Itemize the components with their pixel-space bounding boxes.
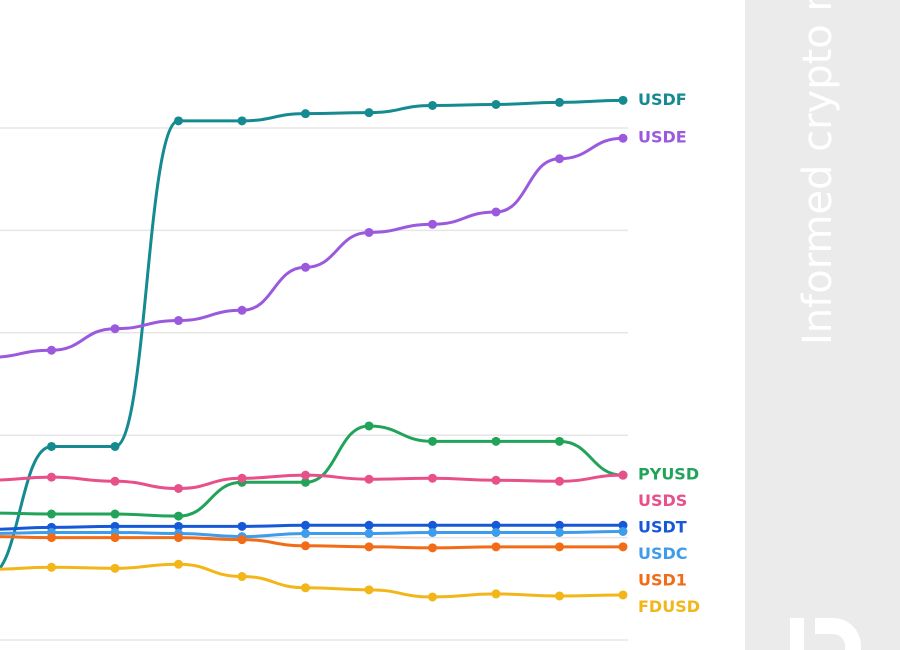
point: [364, 529, 374, 539]
point: [428, 473, 437, 483]
point: [47, 345, 56, 355]
point: [237, 305, 247, 315]
point: [428, 543, 437, 553]
line: [0, 136, 625, 359]
point: [47, 533, 56, 543]
line: [0, 529, 625, 539]
series: [0, 559, 628, 602]
point: [428, 219, 437, 229]
point: [47, 509, 56, 519]
point: [491, 475, 501, 485]
point: [491, 207, 501, 217]
point: [301, 109, 310, 119]
point: [47, 472, 56, 482]
point: [47, 441, 56, 451]
point: [174, 316, 183, 326]
point: [174, 533, 183, 543]
point: [364, 474, 374, 484]
side-panel: [745, 0, 900, 650]
point: [237, 572, 247, 582]
point: [491, 520, 501, 530]
point: [301, 541, 310, 551]
watermark: Informed crypto ne: [795, 0, 841, 345]
point: [428, 592, 437, 602]
series-label: USDE: [638, 128, 687, 147]
point: [301, 262, 310, 272]
point: [491, 589, 501, 599]
point: [364, 585, 374, 595]
point: [110, 563, 120, 573]
point: [555, 520, 564, 530]
series: [0, 470, 628, 493]
point: [47, 562, 56, 572]
point: [174, 511, 183, 521]
point: [110, 476, 120, 486]
point: [618, 133, 628, 143]
point: [237, 473, 247, 483]
point: [618, 526, 628, 536]
point: [364, 108, 374, 118]
point: [237, 521, 247, 531]
point: [491, 542, 501, 552]
series-label: PYUSD: [638, 465, 699, 484]
point: [428, 100, 437, 110]
point: [618, 542, 628, 552]
point: [428, 436, 437, 446]
point: [364, 520, 374, 530]
series-label: USDT: [638, 518, 687, 537]
series: [0, 95, 628, 571]
series-label: USDC: [638, 544, 688, 563]
point: [618, 590, 628, 600]
logo: [790, 618, 861, 650]
point: [428, 527, 437, 537]
point: [555, 591, 564, 601]
point: [555, 476, 564, 486]
point: [618, 95, 628, 105]
point: [237, 535, 247, 545]
point: [428, 520, 437, 530]
point: [110, 324, 120, 334]
point: [301, 583, 310, 593]
point: [174, 521, 183, 531]
point: [364, 542, 374, 552]
point: [364, 227, 374, 237]
line: [0, 523, 625, 531]
point: [174, 559, 183, 569]
point: [174, 483, 183, 493]
series-label: USDS: [638, 491, 687, 510]
line: [0, 562, 625, 599]
point: [555, 97, 564, 107]
point: [301, 520, 310, 530]
series: [0, 421, 628, 521]
series: [0, 533, 628, 553]
point: [174, 116, 183, 126]
series-label: USD1: [638, 571, 687, 590]
line: [0, 424, 625, 518]
point: [110, 533, 120, 543]
point: [618, 470, 628, 480]
point: [491, 527, 501, 537]
point: [555, 527, 564, 537]
point: [555, 436, 564, 446]
point: [110, 509, 120, 519]
line: [0, 98, 625, 571]
point: [491, 436, 501, 446]
point: [555, 154, 564, 164]
point: [364, 421, 374, 431]
series-label: FDUSD: [638, 597, 700, 616]
point: [491, 99, 501, 109]
series: [0, 133, 628, 359]
point: [110, 441, 120, 451]
point: [301, 529, 310, 539]
point: [301, 477, 310, 487]
point: [555, 542, 564, 552]
point: [237, 116, 247, 126]
point: [301, 470, 310, 480]
series-label: USDF: [638, 90, 687, 109]
